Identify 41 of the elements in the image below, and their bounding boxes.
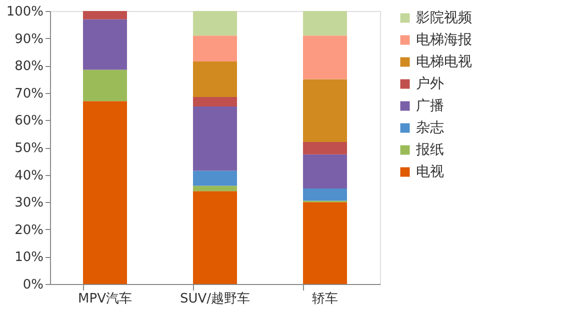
- x-tick-label: MPV汽车: [78, 292, 132, 306]
- bar: [83, 101, 127, 284]
- bar: [303, 36, 347, 80]
- bar: [303, 79, 347, 142]
- y-tick-label: 90%: [14, 32, 44, 47]
- bar: [193, 36, 237, 62]
- legend-label: 户外: [416, 76, 444, 92]
- y-tick-label: 60%: [14, 114, 44, 129]
- bar: [83, 11, 127, 20]
- legend-label: 电梯电视: [416, 54, 472, 70]
- bar: [193, 11, 237, 36]
- y-tick-label: 70%: [14, 86, 44, 102]
- bar: [193, 96, 237, 107]
- bar: [193, 106, 237, 171]
- legend-label: 电视: [416, 164, 444, 180]
- legend-label: 报纸: [415, 142, 444, 158]
- y-tick-label: 40%: [14, 168, 44, 184]
- x-tick-label: SUV/越野车: [180, 292, 250, 306]
- bar: [83, 70, 127, 102]
- legend-label: 广播: [416, 98, 444, 114]
- bar: [303, 11, 347, 36]
- bar: [193, 170, 237, 186]
- y-tick-label: 50%: [14, 141, 44, 156]
- y-tick-label: 30%: [14, 196, 44, 211]
- legend-label: 影院视频: [416, 10, 472, 26]
- y-tick-label: 100%: [6, 4, 44, 20]
- bar: [193, 62, 237, 97]
- y-tick-label: 0%: [22, 278, 44, 292]
- y-tick-label: 10%: [14, 250, 44, 266]
- bar: [303, 154, 347, 188]
- x-tick-label: 轿车: [312, 292, 338, 306]
- y-tick-label: 80%: [14, 59, 44, 74]
- bar: [303, 202, 347, 284]
- legend-label: 电梯海报: [416, 32, 472, 48]
- legend-label: 杂志: [416, 120, 444, 136]
- bar: [303, 142, 347, 154]
- bar: [193, 186, 237, 192]
- y-tick-label: 20%: [14, 222, 44, 238]
- bar: [193, 191, 237, 284]
- bar: [303, 188, 347, 201]
- bar: [83, 19, 127, 70]
